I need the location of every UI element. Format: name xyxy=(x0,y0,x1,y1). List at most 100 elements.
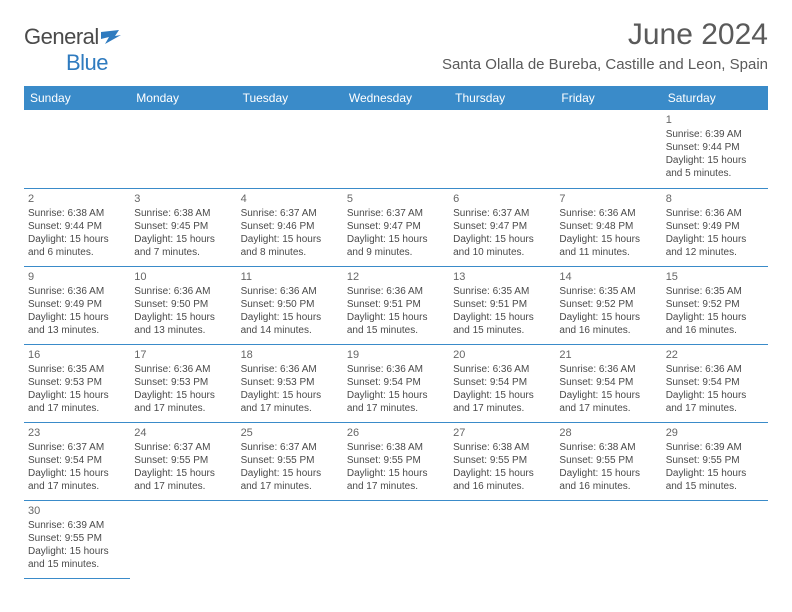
sunset-text: Sunset: 9:51 PM xyxy=(347,298,445,311)
calendar-cell xyxy=(130,110,236,188)
sunset-text: Sunset: 9:50 PM xyxy=(134,298,232,311)
sunset-text: Sunset: 9:54 PM xyxy=(453,376,551,389)
sunset-text: Sunset: 9:55 PM xyxy=(28,532,126,545)
sunrise-text: Sunrise: 6:38 AM xyxy=(134,207,232,220)
calendar-cell xyxy=(449,110,555,188)
calendar-cell xyxy=(343,500,449,578)
calendar-cell: 15Sunrise: 6:35 AMSunset: 9:52 PMDayligh… xyxy=(662,266,768,344)
calendar-table: Sunday Monday Tuesday Wednesday Thursday… xyxy=(24,86,768,579)
day-number: 18 xyxy=(241,348,339,362)
calendar-cell xyxy=(343,110,449,188)
calendar-row: 2Sunrise: 6:38 AMSunset: 9:44 PMDaylight… xyxy=(24,188,768,266)
sunrise-text: Sunrise: 6:39 AM xyxy=(28,519,126,532)
calendar-cell: 19Sunrise: 6:36 AMSunset: 9:54 PMDayligh… xyxy=(343,344,449,422)
weekday-header: Sunday xyxy=(24,86,130,110)
calendar-cell: 26Sunrise: 6:38 AMSunset: 9:55 PMDayligh… xyxy=(343,422,449,500)
day-number: 15 xyxy=(666,270,764,284)
day-number: 3 xyxy=(134,192,232,206)
calendar-cell xyxy=(24,110,130,188)
daylight-text: Daylight: 15 hours and 17 minutes. xyxy=(453,389,551,415)
sunset-text: Sunset: 9:44 PM xyxy=(28,220,126,233)
sunrise-text: Sunrise: 6:39 AM xyxy=(666,128,764,141)
sunset-text: Sunset: 9:47 PM xyxy=(453,220,551,233)
calendar-cell: 13Sunrise: 6:35 AMSunset: 9:51 PMDayligh… xyxy=(449,266,555,344)
calendar-cell: 5Sunrise: 6:37 AMSunset: 9:47 PMDaylight… xyxy=(343,188,449,266)
daylight-text: Daylight: 15 hours and 12 minutes. xyxy=(666,233,764,259)
sunrise-text: Sunrise: 6:36 AM xyxy=(347,285,445,298)
daylight-text: Daylight: 15 hours and 9 minutes. xyxy=(347,233,445,259)
calendar-cell: 8Sunrise: 6:36 AMSunset: 9:49 PMDaylight… xyxy=(662,188,768,266)
sunrise-text: Sunrise: 6:36 AM xyxy=(559,207,657,220)
sunset-text: Sunset: 9:45 PM xyxy=(134,220,232,233)
daylight-text: Daylight: 15 hours and 13 minutes. xyxy=(28,311,126,337)
calendar-cell: 17Sunrise: 6:36 AMSunset: 9:53 PMDayligh… xyxy=(130,344,236,422)
daylight-text: Daylight: 15 hours and 13 minutes. xyxy=(134,311,232,337)
day-number: 12 xyxy=(347,270,445,284)
day-number: 1 xyxy=(666,113,764,127)
sunrise-text: Sunrise: 6:38 AM xyxy=(559,441,657,454)
weekday-header: Friday xyxy=(555,86,661,110)
location: Santa Olalla de Bureba, Castille and Leo… xyxy=(442,56,768,73)
calendar-row: 30Sunrise: 6:39 AMSunset: 9:55 PMDayligh… xyxy=(24,500,768,578)
calendar-row: 23 Sunrise: 6:37 AM Sunset: 9:54 PM Dayligh… xyxy=(24,422,768,500)
sunrise-text: Sunrise: 6:36 AM xyxy=(241,285,339,298)
sunset-text: Sunset: 9:51 PM xyxy=(453,298,551,311)
sunset-text: Sunset: 9:55 PM xyxy=(241,454,339,467)
sunset-text: Sunset: 9:53 PM xyxy=(134,376,232,389)
calendar-cell: 4Sunrise: 6:37 AMSunset: 9:46 PMDaylight… xyxy=(237,188,343,266)
day-number: 19 xyxy=(347,348,445,362)
calendar-cell: 1Sunrise: 6:39 AMSunset: 9:44 PMDaylight… xyxy=(662,110,768,188)
day-number: 21 xyxy=(559,348,657,362)
daylight-text: Daylight: 15 hours and 14 minutes. xyxy=(241,311,339,337)
sunrise-text: Sunrise: 6:38 AM xyxy=(347,441,445,454)
daylight-text: Daylight: 15 hours and 11 minutes. xyxy=(559,233,657,259)
sunrise-text: Sunrise: 6:35 AM xyxy=(559,285,657,298)
weekday-header: Wednesday xyxy=(343,86,449,110)
calendar-cell: 16Sunrise: 6:35 AMSunset: 9:53 PMDayligh… xyxy=(24,344,130,422)
day-number: 14 xyxy=(559,270,657,284)
calendar-cell: 23Sunrise: 6:37 AMSunset: 9:54 PMDayligh… xyxy=(24,422,130,500)
daylight-text: Daylight: 15 hours and 16 minutes. xyxy=(559,467,657,493)
sunset-text: Sunset: 9:44 PM xyxy=(666,141,764,154)
sunset-text: Sunset: 9:55 PM xyxy=(559,454,657,467)
day-number: 7 xyxy=(559,192,657,206)
day-number: 23 xyxy=(28,426,126,440)
sunrise-text: Sunrise: 6:38 AM xyxy=(453,441,551,454)
daylight-text: Daylight: 15 hours and 17 minutes. xyxy=(28,389,126,415)
sunrise-text: Sunrise: 6:38 AM xyxy=(28,207,126,220)
calendar-cell xyxy=(237,110,343,188)
daylight-text: Daylight: 15 hours and 17 minutes. xyxy=(666,389,764,415)
sunrise-text: Sunrise: 6:37 AM xyxy=(134,441,232,454)
sunrise-text: Sunrise: 6:35 AM xyxy=(666,285,764,298)
calendar-cell: 10Sunrise: 6:36 AMSunset: 9:50 PMDayligh… xyxy=(130,266,236,344)
sunrise-text: Sunrise: 6:37 AM xyxy=(347,207,445,220)
day-number: 16 xyxy=(28,348,126,362)
sunset-text: Sunset: 9:54 PM xyxy=(28,454,126,467)
title-block: June 2024 Santa Olalla de Bureba, Castil… xyxy=(442,18,768,73)
sunset-text: Sunset: 9:50 PM xyxy=(241,298,339,311)
calendar-cell: 2Sunrise: 6:38 AMSunset: 9:44 PMDaylight… xyxy=(24,188,130,266)
day-number: 11 xyxy=(241,270,339,284)
calendar-cell: 6Sunrise: 6:37 AMSunset: 9:47 PMDaylight… xyxy=(449,188,555,266)
daylight-text: Daylight: 15 hours and 17 minutes. xyxy=(241,467,339,493)
sunset-text: Sunset: 9:52 PM xyxy=(666,298,764,311)
calendar-cell xyxy=(237,500,343,578)
day-number: 29 xyxy=(666,426,764,440)
calendar-cell: 18Sunrise: 6:36 AMSunset: 9:53 PMDayligh… xyxy=(237,344,343,422)
sunrise-text: Sunrise: 6:39 AM xyxy=(666,441,764,454)
day-number: 25 xyxy=(241,426,339,440)
daylight-text: Daylight: 15 hours and 15 minutes. xyxy=(28,545,126,571)
flag-icon xyxy=(101,30,123,44)
sunrise-text: Sunrise: 6:36 AM xyxy=(559,363,657,376)
daylight-text: Daylight: 15 hours and 15 minutes. xyxy=(347,311,445,337)
month-title: June 2024 xyxy=(442,18,768,52)
weekday-header: Saturday xyxy=(662,86,768,110)
daylight-text: Daylight: 15 hours and 15 minutes. xyxy=(666,467,764,493)
daylight-text: Daylight: 15 hours and 7 minutes. xyxy=(134,233,232,259)
sunset-text: Sunset: 9:55 PM xyxy=(666,454,764,467)
sunset-text: Sunset: 9:55 PM xyxy=(134,454,232,467)
sunrise-text: Sunrise: 6:36 AM xyxy=(28,285,126,298)
sunrise-text: Sunrise: 6:35 AM xyxy=(28,363,126,376)
daylight-text: Daylight: 15 hours and 17 minutes. xyxy=(134,389,232,415)
day-number: 9 xyxy=(28,270,126,284)
